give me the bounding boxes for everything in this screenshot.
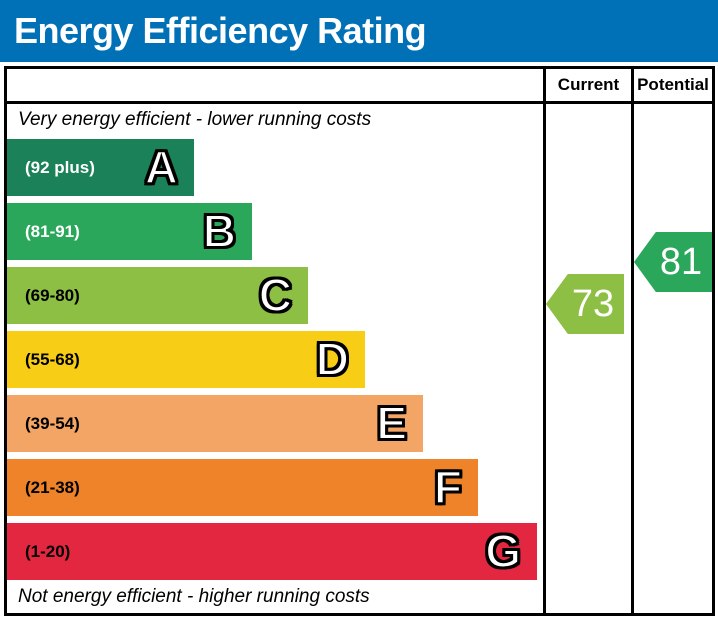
band-letter: F [433,460,463,514]
header-underline [7,101,712,104]
band-letter: G [484,524,522,578]
potential-rating-arrow: 81 [634,232,712,292]
band-range-label: (81-91) [25,222,80,241]
band-range-label: (21-38) [25,478,80,497]
band-letter: C [258,268,293,322]
page-title: Energy Efficiency Rating [14,10,427,51]
band-range-label: (69-80) [25,286,80,305]
band-letter: B [202,204,237,258]
column-divider-potential [631,69,634,613]
potential-rating-value: 81 [659,241,703,283]
column-header-current: Current [557,75,620,94]
band-range-label: (92 plus) [25,158,95,177]
note-very-efficient: Very energy efficient - lower running co… [18,109,372,130]
note-not-efficient: Not energy efficient - higher running co… [18,586,370,607]
title-bar: Energy Efficiency Rating [0,0,718,62]
band-f: (21-38) F [7,459,478,516]
band-range-label: (1-20) [25,542,71,561]
band-letter: E [375,396,408,450]
column-divider-current [543,69,546,613]
band-range-label: (39-54) [25,414,80,433]
band-range-label: (55-68) [25,350,80,369]
band-e: (39-54) E [7,395,423,452]
rating-table: Current Potential Very energy efficient … [4,66,715,616]
band-d: (55-68) D [7,331,365,388]
band-b: (81-91) B [7,203,252,260]
band-a: (92 plus) A [7,139,194,196]
column-header-potential: Potential [637,75,709,94]
band-c: (69-80) C [7,267,308,324]
band-letter: D [315,332,350,386]
band-letter: A [144,140,179,194]
current-rating-arrow: 73 [546,274,624,334]
current-rating-value: 73 [571,283,615,325]
band-g: (1-20) G [7,523,537,580]
